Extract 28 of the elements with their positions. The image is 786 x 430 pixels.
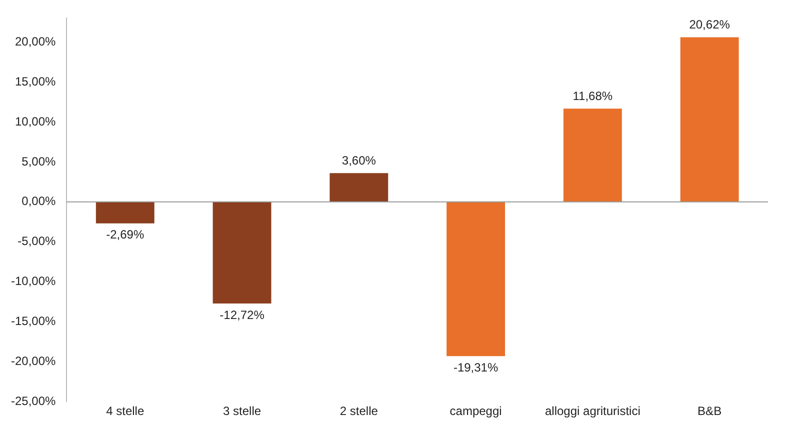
y-tick-label: 0,00% [22,194,56,208]
bar [680,37,739,202]
data-label: -2,69% [106,228,144,242]
data-label: -19,31% [453,360,498,374]
y-tick-label: 10,00% [14,114,56,128]
y-tick-label: -20,00% [10,354,56,368]
x-tick-label: 4 stelle [106,404,144,418]
x-tick-label: alloggi agrituristici [544,404,640,418]
y-tick-label: 5,00% [22,154,56,168]
data-label: 11,68% [572,88,613,103]
x-tick-label: campeggi [450,404,502,418]
y-tick-label: -25,00% [10,394,56,408]
y-tick-label: 20,00% [14,34,56,48]
data-label: 3,60% [342,153,376,168]
y-tick-label: 15,00% [14,74,56,88]
x-tick-label: 2 stelle [340,404,378,418]
bar [330,173,388,202]
data-label: 20,62% [689,18,730,32]
y-tick-label: -5,00% [18,234,56,248]
bar [212,202,272,304]
x-tick-label: 3 stelle [223,404,262,418]
y-tick-label: -15,00% [10,314,56,328]
bar [96,202,154,224]
data-label: -12,72% [220,308,265,322]
x-tick-label: B&B [698,404,722,418]
bar [563,108,622,202]
bar [446,202,506,356]
y-tick-label: -10,00% [10,274,56,288]
